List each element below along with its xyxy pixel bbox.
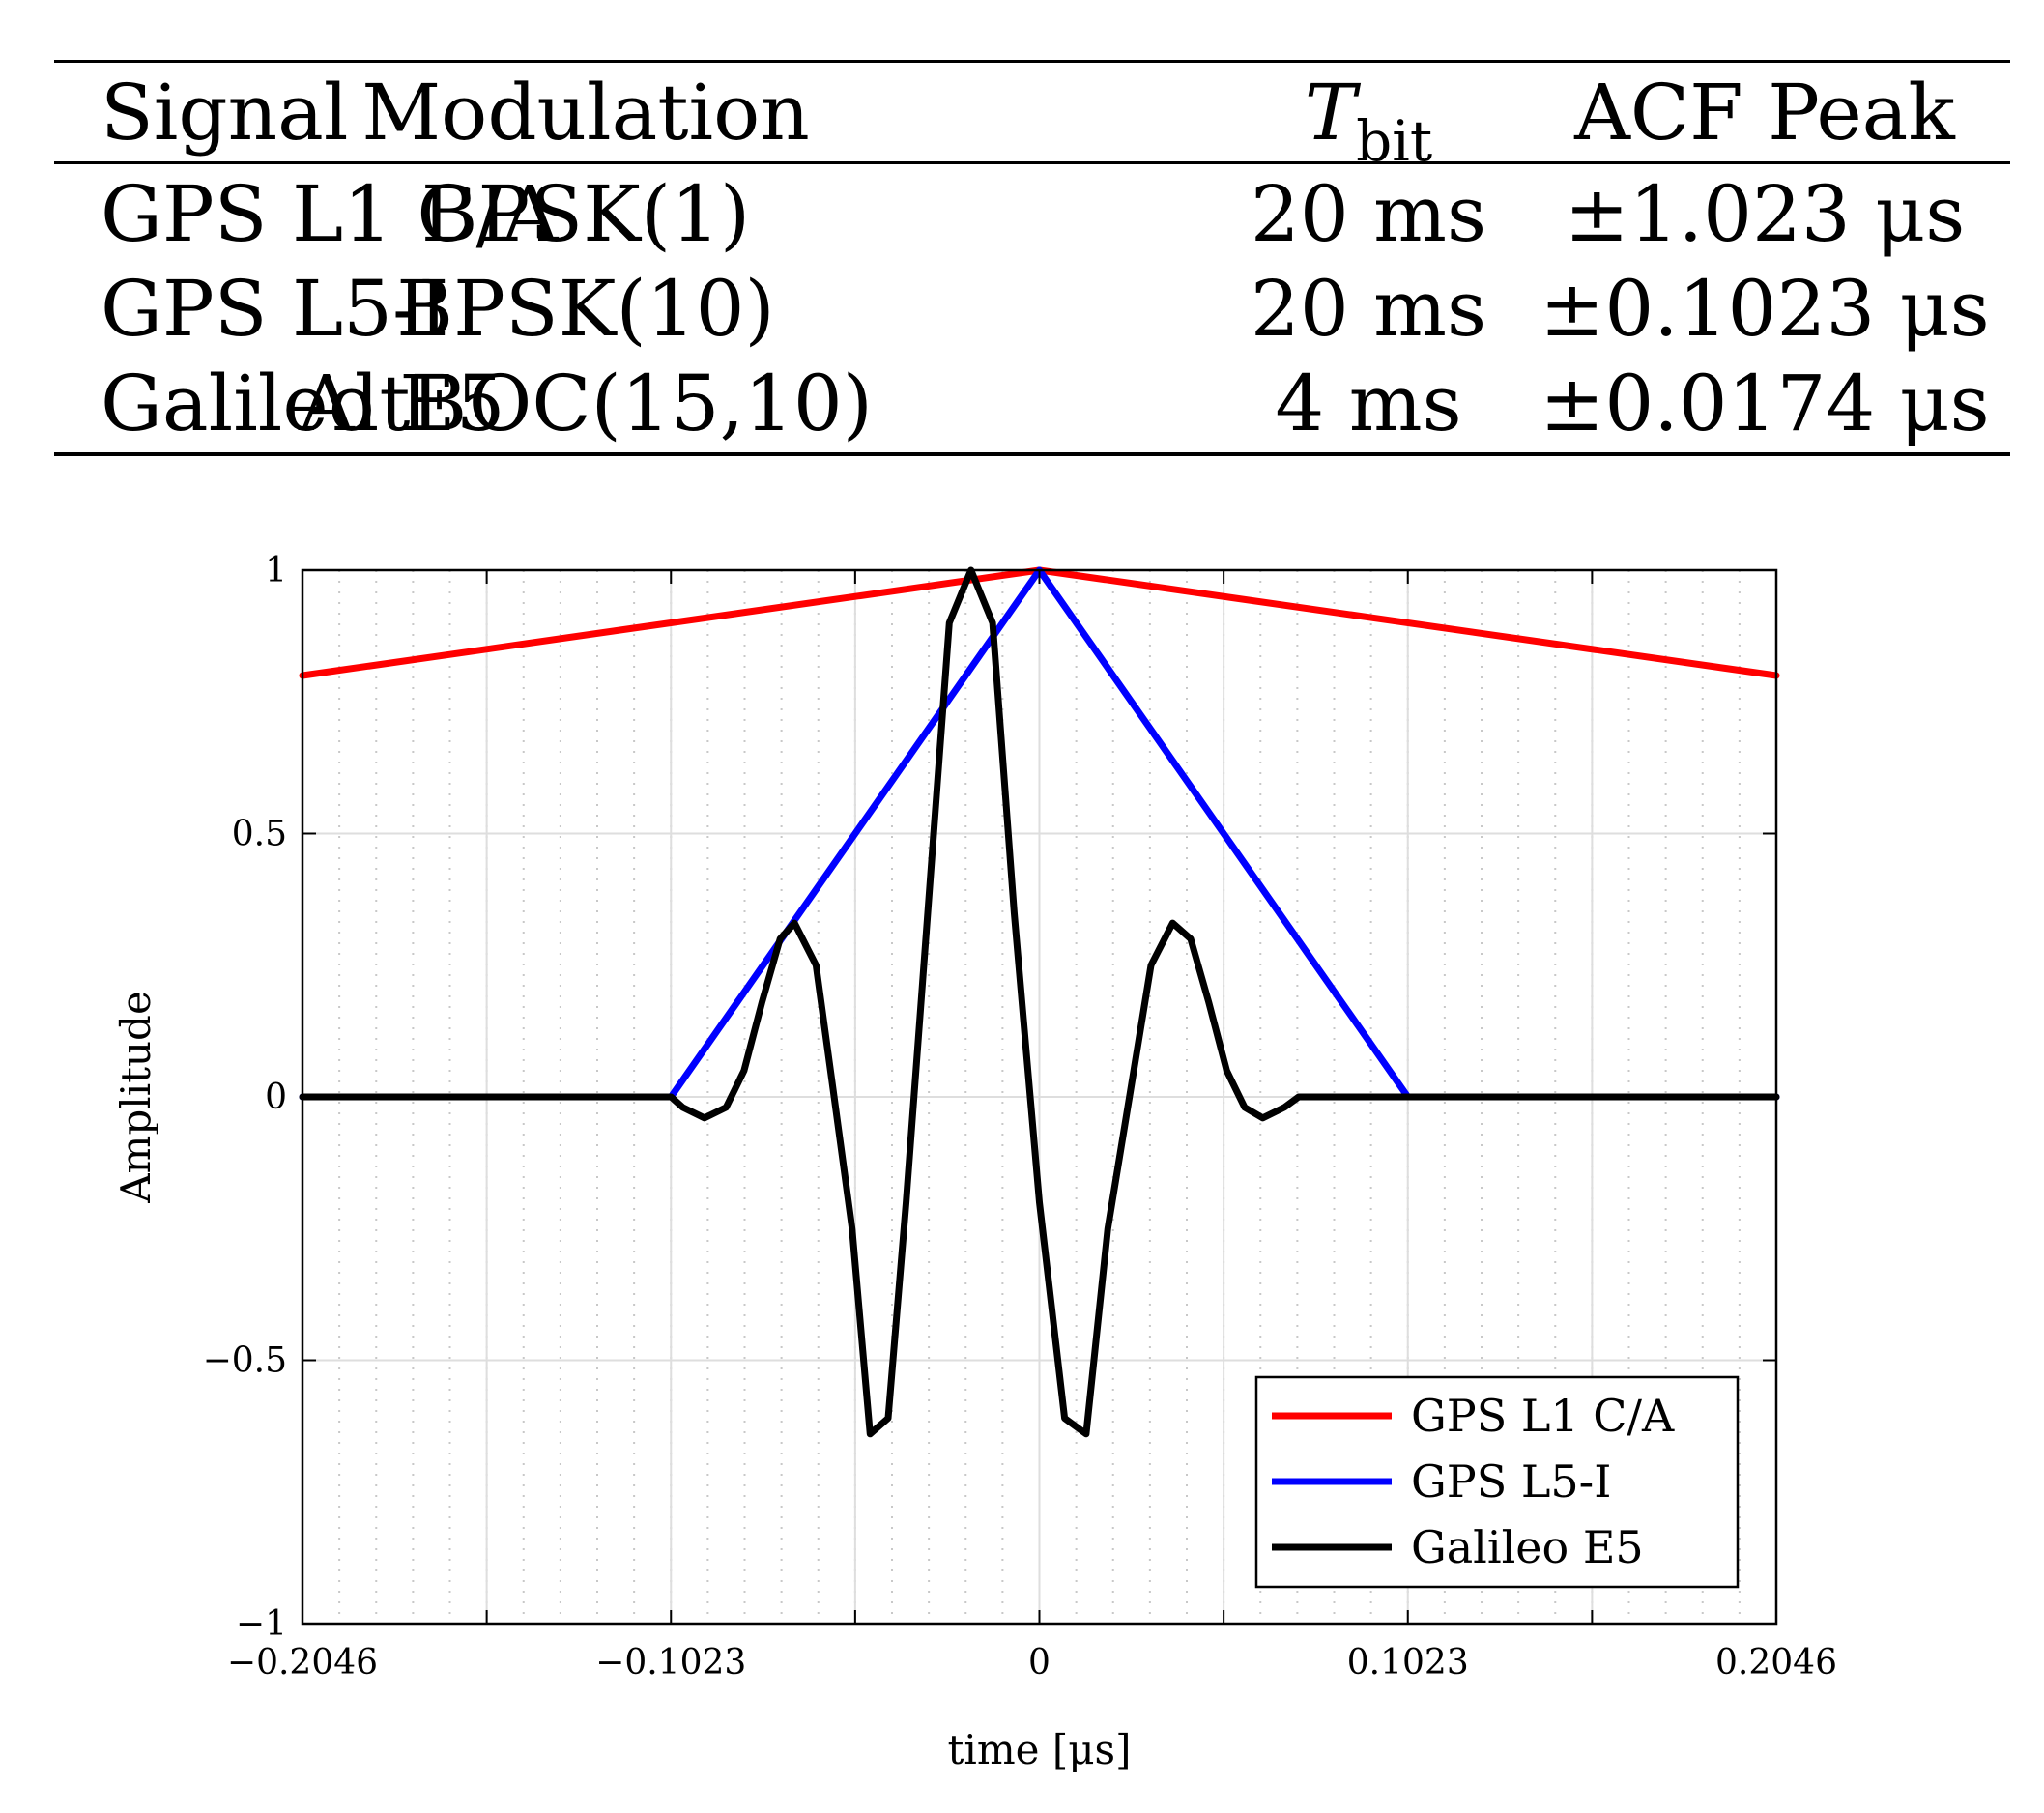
x-axis-label: time [μs] xyxy=(948,1726,1132,1773)
table-mid-rule xyxy=(54,161,2010,164)
header-acf: ACF Peak xyxy=(1574,68,1955,158)
y-tick-label: 0.5 xyxy=(232,815,287,854)
cell-signal: GPS L5-I xyxy=(101,264,449,354)
y-tick-label: −1 xyxy=(236,1604,287,1644)
x-tick-label: −0.2046 xyxy=(227,1643,378,1683)
cell-acf: ±1.023 μs xyxy=(1564,169,1966,259)
legend-label-1: GPS L1 C/A xyxy=(1411,1390,1675,1442)
table-top-rule xyxy=(54,60,2010,63)
cell-acf: ±0.0174 μs xyxy=(1540,359,1990,448)
header-modulation: Modulation xyxy=(361,68,810,158)
legend-label-2: GPS L5-I xyxy=(1411,1455,1611,1508)
x-tick-label: −0.1023 xyxy=(595,1643,746,1683)
table-row: Galileo E5 AltBOC(15,10) 4 ms ±0.0174 μs xyxy=(54,356,2010,452)
y-tick-label: 1 xyxy=(265,551,287,590)
x-tick-label: 0.2046 xyxy=(1715,1643,1837,1683)
table-bottom-rule xyxy=(54,452,2010,456)
cell-acf: ±0.1023 μs xyxy=(1540,264,1990,354)
cell-tbit: 20 ms xyxy=(1250,264,1487,354)
header-signal: Signal xyxy=(101,68,349,158)
table-row: GPS L1 C/A BPSK(1) 20 ms ±1.023 μs xyxy=(54,166,2010,263)
table-row: GPS L5-I BPSK(10) 20 ms ±0.1023 μs xyxy=(54,261,2010,358)
cell-modulation: AltBOC(15,10) xyxy=(298,359,874,448)
cell-tbit: 20 ms xyxy=(1250,169,1487,259)
cell-modulation: BPSK(10) xyxy=(396,264,775,354)
y-tick-label: −0.5 xyxy=(203,1341,287,1381)
header-tbit-main: T xyxy=(1304,68,1357,158)
cell-modulation: BPSK(1) xyxy=(420,169,751,259)
x-tick-label: 0 xyxy=(1028,1643,1051,1683)
cell-tbit: 4 ms xyxy=(1275,359,1462,448)
legend: GPS L1 C/A GPS L5-I Galileo E5 xyxy=(1254,1375,1740,1589)
legend-label-3: Galileo E5 xyxy=(1411,1521,1644,1573)
y-tick-label: 0 xyxy=(265,1078,287,1117)
x-tick-label: 0.1023 xyxy=(1347,1643,1469,1683)
cell-signal: Galileo E5 xyxy=(101,359,505,448)
cell-signal: GPS L1 C/A xyxy=(101,169,559,259)
axis-ticks: −0.2046 −0.1023 0 0.1023 0.2046 −1 −0.5 0 0.5 1 xyxy=(203,551,1837,1683)
series-line-3 xyxy=(299,566,1780,1438)
y-axis-label: Amplitude xyxy=(112,991,159,1204)
